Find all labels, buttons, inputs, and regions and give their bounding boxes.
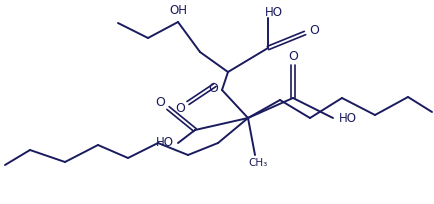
Text: O: O	[287, 50, 297, 62]
Text: O: O	[155, 96, 164, 110]
Text: CH₃: CH₃	[248, 158, 267, 168]
Text: O: O	[207, 82, 217, 94]
Text: HO: HO	[264, 6, 283, 19]
Text: O: O	[308, 23, 318, 37]
Text: O: O	[174, 102, 184, 114]
Text: OH: OH	[169, 4, 187, 18]
Text: HO: HO	[156, 136, 174, 150]
Text: HO: HO	[338, 112, 356, 124]
